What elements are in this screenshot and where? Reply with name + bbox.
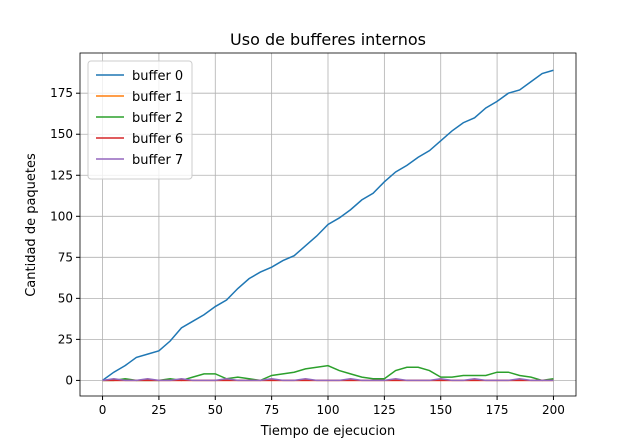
x-tick-label: 25 [151, 403, 166, 417]
y-tick-label: 50 [58, 291, 73, 305]
line-series [102, 378, 554, 382]
y-tick-label: 0 [65, 373, 73, 387]
line-series [102, 69, 554, 382]
x-tick-label: 75 [264, 403, 279, 417]
y-axis-label: Cantidad de paquetes [24, 153, 39, 297]
y-tick-label: 75 [58, 250, 73, 264]
x-tick-label: 100 [317, 403, 340, 417]
chart-title: Uso de bufferes internos [230, 30, 426, 49]
legend-label: buffer 7 [132, 153, 183, 168]
x-tick-label: 50 [208, 403, 223, 417]
plot-frame [79, 52, 577, 397]
x-tick-label: 125 [373, 403, 396, 417]
y-tick-label: 125 [50, 168, 73, 182]
legend-label: buffer 2 [132, 111, 183, 126]
legend-label: buffer 1 [132, 90, 183, 105]
legend: buffer 0 buffer 1 buffer 2 buffer 6 buffer 7 [87, 60, 193, 180]
legend-label: buffer 6 [132, 132, 183, 147]
y-tick-label: 25 [58, 332, 73, 346]
y-tick-label: 100 [50, 209, 73, 223]
y-tick-label: 150 [50, 127, 73, 141]
legend-box [87, 60, 193, 180]
x-tick-label: 0 [99, 403, 107, 417]
y-tick-label: 175 [50, 86, 73, 100]
x-axis-label: Tiempo de ejecucion [260, 424, 395, 439]
x-tick-label: 200 [542, 403, 565, 417]
x-tick-label: 175 [486, 403, 509, 417]
x-tick-label: 150 [429, 403, 452, 417]
legend-label: buffer 0 [132, 69, 183, 84]
